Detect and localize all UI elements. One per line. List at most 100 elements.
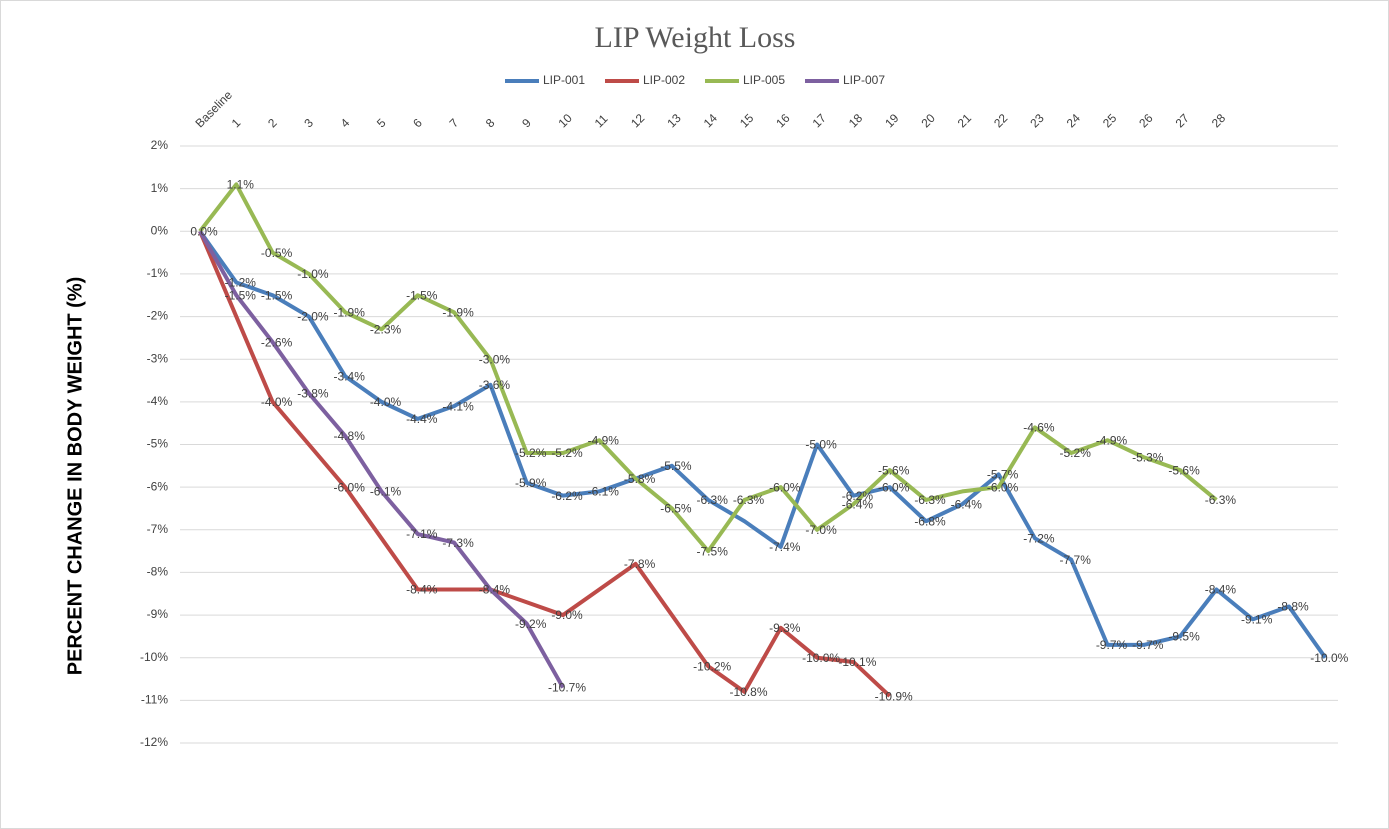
data-label: -0.5% (261, 246, 293, 260)
legend-label: LIP-007 (843, 73, 885, 87)
data-label: -9.3% (769, 621, 801, 635)
data-label: -1.5% (406, 288, 438, 302)
data-label: -5.3% (1132, 450, 1164, 464)
data-label: -10.9% (875, 689, 913, 703)
series-line (198, 230, 1327, 659)
y-tick-label: -12% (140, 735, 168, 749)
data-label: -4.4% (406, 412, 438, 426)
data-label: -3.6% (479, 378, 511, 392)
data-label: -8.8% (1277, 600, 1309, 614)
series-line (198, 230, 565, 689)
data-label: -5.2% (551, 446, 583, 460)
data-label: 1.1% (227, 178, 255, 192)
data-label: -4.9% (588, 433, 620, 447)
data-label: -6.4% (951, 497, 983, 511)
data-label: -1.0% (297, 267, 329, 281)
y-tick-label: -4% (147, 394, 169, 408)
data-label: -5.6% (878, 463, 910, 477)
data-label: -7.3% (442, 536, 474, 550)
data-label: -6.1% (588, 485, 620, 499)
data-label: -6.2% (551, 489, 583, 503)
legend-label: LIP-002 (643, 73, 685, 87)
data-label: -4.8% (334, 429, 366, 443)
data-label: -5.8% (624, 472, 656, 486)
data-label: -9.1% (1241, 613, 1273, 627)
data-label: -6.5% (660, 502, 692, 516)
data-label: -6.3% (697, 493, 729, 507)
y-axis-label: PERCENT CHANGE IN BODY WEIGHT (%) (64, 277, 86, 676)
data-label: -6.3% (1205, 493, 1237, 507)
chart-title: LIP Weight Loss (595, 21, 796, 54)
data-label: -1.5% (225, 288, 257, 302)
data-label: -7.8% (624, 557, 656, 571)
data-label: -2.3% (370, 323, 402, 337)
data-label: -6.4% (842, 497, 874, 511)
y-tick-label: -9% (147, 607, 169, 621)
data-label: -1.9% (442, 305, 474, 319)
data-label: -6.0% (334, 480, 366, 494)
data-label: -10.7% (548, 681, 586, 695)
data-label: -4.9% (1096, 433, 1128, 447)
data-label: -5.5% (660, 459, 692, 473)
data-label: -10.8% (729, 685, 767, 699)
data-label: -4.1% (442, 399, 474, 413)
data-label: -10.2% (693, 659, 731, 673)
data-label: -5.0% (805, 438, 837, 452)
data-label: -4.0% (261, 395, 293, 409)
data-label: -9.7% (1132, 638, 1164, 652)
data-label: -4.0% (370, 395, 402, 409)
y-tick-label: -7% (147, 522, 169, 536)
data-label: -2.6% (261, 335, 293, 349)
data-label: -1.2% (225, 276, 257, 290)
data-label: -1.9% (334, 305, 366, 319)
data-label: -3.0% (479, 352, 511, 366)
data-label: -7.7% (1060, 553, 1092, 567)
y-tick-label: -2% (147, 309, 169, 323)
data-label: -5.9% (515, 476, 547, 490)
legend-label: LIP-005 (743, 73, 785, 87)
data-label: -8.4% (1205, 583, 1237, 597)
data-label: -4.6% (1023, 421, 1055, 435)
data-label: -6.0% (987, 480, 1019, 494)
data-label: -6.8% (914, 514, 946, 528)
series-line (198, 230, 892, 698)
data-label: -5.6% (1168, 463, 1200, 477)
y-tick-label: -6% (147, 479, 169, 493)
data-label: -3.4% (334, 369, 366, 383)
y-tick-label: -5% (147, 437, 169, 451)
data-label: -9.0% (551, 608, 583, 622)
data-label: -10.0% (1310, 651, 1348, 665)
data-label: -7.4% (769, 540, 801, 554)
data-label: -6.1% (370, 485, 402, 499)
series-line (198, 182, 1218, 554)
data-label: -2.0% (297, 310, 329, 324)
data-label: -7.0% (805, 523, 837, 537)
data-label: -9.5% (1168, 630, 1200, 644)
data-label: -8.4% (479, 583, 511, 597)
data-label: 0.0% (190, 224, 218, 238)
data-label: -6.3% (733, 493, 765, 507)
data-label: -7.5% (697, 544, 729, 558)
data-label: -5.7% (987, 468, 1019, 482)
data-label: -9.7% (1096, 638, 1128, 652)
data-label: -7.2% (1023, 531, 1055, 545)
y-tick-label: -8% (147, 565, 169, 579)
data-label: -10.1% (838, 655, 876, 669)
data-label: -10.0% (802, 651, 840, 665)
y-tick-label: 1% (151, 181, 169, 195)
data-label: -6.0% (878, 480, 910, 494)
data-label: -3.8% (297, 387, 329, 401)
y-tick-label: -1% (147, 266, 169, 280)
y-tick-label: 2% (151, 138, 169, 152)
legend-label: LIP-001 (543, 73, 585, 87)
data-label: -5.2% (1060, 446, 1092, 460)
data-label: -6.0% (769, 480, 801, 494)
data-label: -6.2% (842, 489, 874, 503)
data-label: -9.2% (515, 617, 547, 631)
y-tick-label: -3% (147, 351, 169, 365)
y-tick-label: -11% (141, 693, 168, 707)
data-label: -1.5% (261, 288, 293, 302)
data-label: -5.2% (515, 446, 547, 460)
